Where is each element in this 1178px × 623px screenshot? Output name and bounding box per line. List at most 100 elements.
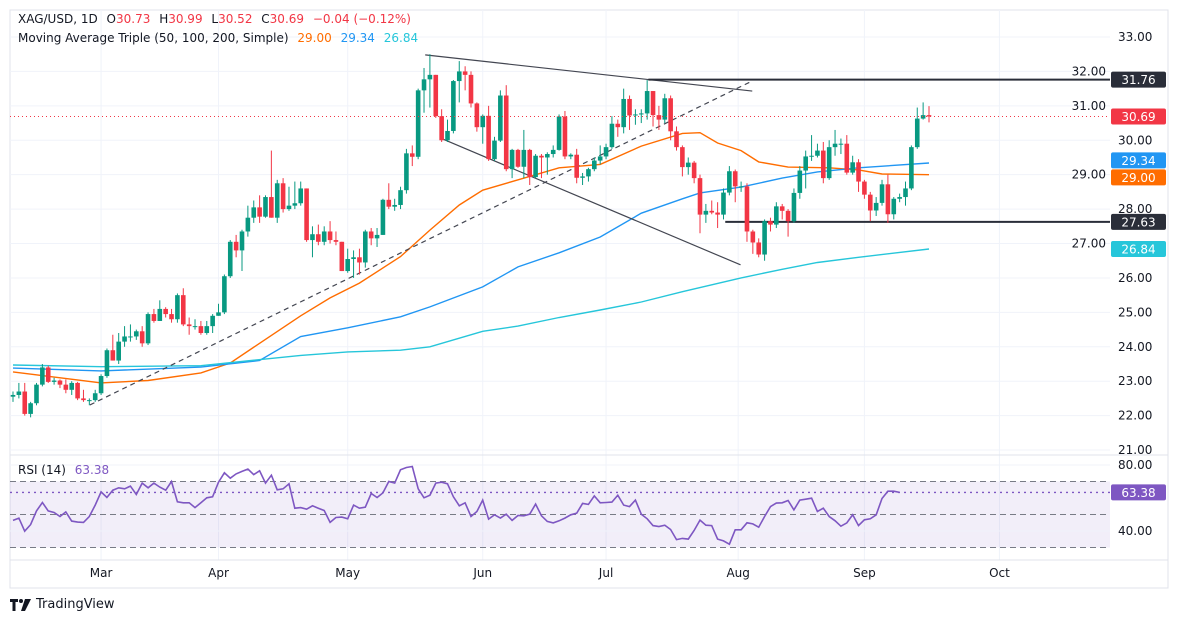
- candle-up[interactable]: [251, 207, 257, 218]
- candle-up[interactable]: [603, 147, 609, 157]
- candle-down[interactable]: [821, 150, 826, 179]
- candle-up[interactable]: [175, 295, 180, 320]
- candle-down[interactable]: [257, 207, 262, 217]
- candle-down[interactable]: [327, 231, 333, 241]
- candle-down[interactable]: [462, 71, 468, 75]
- candle-up[interactable]: [685, 162, 691, 168]
- candle-down[interactable]: [75, 382, 80, 399]
- candle-up[interactable]: [803, 156, 808, 171]
- candle-down[interactable]: [867, 194, 873, 211]
- candle-up[interactable]: [727, 171, 732, 193]
- candle-down[interactable]: [439, 116, 444, 141]
- candle-down[interactable]: [715, 212, 720, 215]
- candle-down[interactable]: [357, 257, 362, 263]
- candle-down[interactable]: [474, 103, 480, 128]
- candle-up[interactable]: [98, 376, 104, 394]
- candle-up[interactable]: [351, 257, 356, 260]
- candle-up[interactable]: [28, 403, 33, 414]
- candle-down[interactable]: [656, 115, 662, 120]
- candle-down[interactable]: [709, 210, 715, 213]
- candle-up[interactable]: [638, 113, 644, 115]
- candle-down[interactable]: [668, 98, 673, 132]
- candle-up[interactable]: [363, 231, 368, 263]
- candle-down[interactable]: [198, 326, 204, 334]
- trendline-dashed[interactable]: [89, 81, 751, 406]
- rsi-legend[interactable]: RSI (14) 63.38: [18, 463, 114, 477]
- candle-up[interactable]: [914, 118, 920, 148]
- candle-down[interactable]: [386, 199, 392, 207]
- candle-up[interactable]: [222, 276, 227, 313]
- candle-down[interactable]: [697, 178, 703, 215]
- candle-down[interactable]: [856, 162, 861, 182]
- candle-up[interactable]: [873, 202, 879, 211]
- candle-up[interactable]: [621, 98, 626, 128]
- candle-up[interactable]: [533, 155, 538, 178]
- candle-up[interactable]: [310, 234, 315, 241]
- candle-up[interactable]: [556, 116, 562, 150]
- candle-up[interactable]: [157, 308, 163, 321]
- candle-down[interactable]: [885, 184, 891, 215]
- trendline[interactable]: [425, 54, 753, 92]
- candle-up[interactable]: [374, 234, 380, 239]
- candle-up[interactable]: [850, 162, 855, 173]
- candle-down[interactable]: [680, 147, 685, 168]
- candle-up[interactable]: [398, 190, 403, 205]
- candle-up[interactable]: [192, 326, 198, 328]
- candle-down[interactable]: [186, 324, 192, 327]
- candle-up[interactable]: [274, 183, 280, 218]
- candle-up[interactable]: [321, 231, 327, 242]
- candle-down[interactable]: [527, 149, 533, 178]
- candle-up[interactable]: [662, 98, 668, 120]
- candle-up[interactable]: [791, 192, 797, 222]
- candle-up[interactable]: [116, 341, 121, 361]
- candle-up[interactable]: [451, 81, 456, 131]
- candle-up[interactable]: [69, 382, 75, 390]
- candle-up[interactable]: [703, 210, 709, 215]
- candle-up[interactable]: [545, 154, 550, 158]
- candle-up[interactable]: [345, 259, 350, 272]
- candle-down[interactable]: [615, 123, 621, 128]
- candle-down[interactable]: [139, 331, 145, 344]
- candle-down[interactable]: [433, 74, 439, 117]
- tradingview-brand[interactable]: TradingView: [10, 597, 115, 612]
- candle-down[interactable]: [650, 91, 656, 116]
- candle-up[interactable]: [227, 241, 233, 277]
- candle-down[interactable]: [316, 234, 321, 242]
- candle-up[interactable]: [92, 393, 98, 401]
- candle-down[interactable]: [779, 206, 785, 211]
- candle-up[interactable]: [644, 91, 650, 114]
- candle-up[interactable]: [909, 147, 914, 189]
- candle-up[interactable]: [521, 149, 527, 167]
- candle-down[interactable]: [468, 74, 474, 104]
- candle-down[interactable]: [110, 350, 116, 361]
- candle-down[interactable]: [333, 240, 339, 242]
- candle-up[interactable]: [392, 204, 397, 207]
- candle-down[interactable]: [574, 154, 579, 178]
- candle-up[interactable]: [380, 199, 386, 235]
- candle-up[interactable]: [210, 315, 215, 327]
- candle-down[interactable]: [515, 149, 521, 167]
- candle-down[interactable]: [368, 231, 374, 239]
- candle-up[interactable]: [891, 198, 897, 215]
- candle-down[interactable]: [750, 231, 756, 243]
- candle-down[interactable]: [539, 155, 544, 158]
- candle-up[interactable]: [897, 197, 902, 199]
- candle-up[interactable]: [797, 170, 803, 193]
- candle-down[interactable]: [732, 171, 738, 187]
- candle-up[interactable]: [421, 79, 427, 91]
- candle-up[interactable]: [427, 74, 433, 80]
- candle-up[interactable]: [445, 130, 450, 141]
- candle-up[interactable]: [87, 400, 92, 402]
- candle-up[interactable]: [826, 147, 832, 179]
- candle-down[interactable]: [151, 314, 157, 321]
- candle-down[interactable]: [674, 131, 679, 148]
- candle-down[interactable]: [233, 241, 239, 251]
- candle-down[interactable]: [22, 391, 28, 414]
- candle-down[interactable]: [180, 295, 186, 325]
- candle-down[interactable]: [503, 95, 509, 170]
- candle-up[interactable]: [415, 90, 421, 157]
- candle-up[interactable]: [762, 221, 767, 255]
- candle-up[interactable]: [592, 160, 597, 170]
- symbol-interval[interactable]: XAG/USD, 1D: [18, 12, 98, 26]
